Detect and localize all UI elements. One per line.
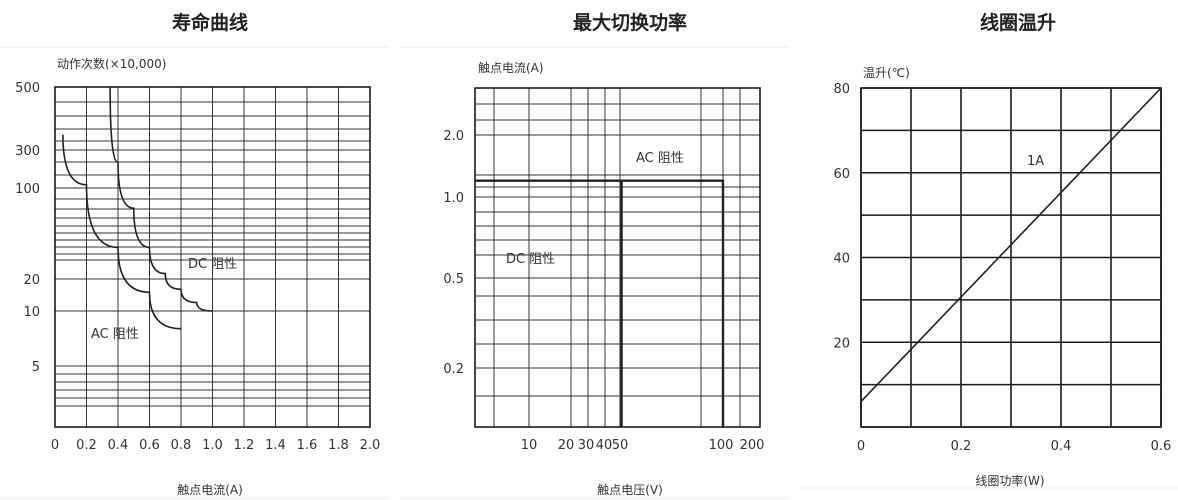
life-curve-chart: 0 0.2 0.4 0.6 0.8 1.0 1.2 1.4 1.6 1.8 2.0 500 300 100… [15, 56, 380, 497]
x-tick-label: 1.0 [202, 438, 223, 453]
y-tick-label: 0.2 [443, 362, 464, 377]
y-tick-label: 100 [15, 182, 40, 197]
max-switching-power-chart: 10 20 30 40 50 100 200 2.0 1.0 0.5 0.2 触点电流(A) 触点电压(… [443, 61, 764, 497]
x-tick-label: 10 [521, 438, 538, 453]
plot-frame [54, 86, 371, 428]
x-axis-label: 触点电压(V) [597, 483, 663, 497]
x-tick-label: 2.0 [360, 438, 381, 453]
chart2-title: 最大切换功率 [572, 12, 687, 34]
x-tick-label: 1.6 [297, 438, 318, 453]
y-axis-label: 温升(℃) [863, 66, 910, 80]
chart3-title: 线圈温升 [979, 12, 1056, 34]
plot-frame [860, 87, 1162, 428]
y-tick-label: 0.5 [443, 272, 464, 287]
x-tick-label: 200 [740, 438, 765, 453]
y-tick-label: 1.0 [443, 191, 464, 206]
x-tick-label: 100 [709, 438, 734, 453]
x-tick-label: 1.8 [328, 438, 349, 453]
x-tick-label: 1.2 [234, 438, 255, 453]
series-label-ac: AC 阻性 [91, 327, 139, 342]
y-axis-label: 触点电流(A) [478, 61, 544, 75]
x-tick-label: 0.6 [1151, 439, 1172, 454]
x-tick-label: 0.2 [951, 439, 972, 454]
y-tick-label: 10 [23, 305, 40, 320]
x-tick-label: 0.2 [76, 438, 97, 453]
y-tick-label: 60 [833, 167, 850, 182]
series-line-ac [62, 134, 182, 330]
series-line-1a [860, 87, 1162, 403]
x-tick-label: 30 [578, 438, 595, 453]
y-axis-label: 动作次数(×10,000) [57, 56, 166, 71]
series-label-ac: AC 阻性 [636, 151, 684, 166]
series-line-ac [475, 179, 725, 427]
y-tick-label: 80 [833, 82, 850, 97]
x-tick-label: 0.4 [1051, 439, 1072, 454]
series-label-1a: 1A [1027, 154, 1044, 169]
x-tick-label: 40 [596, 438, 613, 453]
y-tick-label: 2.0 [443, 129, 464, 144]
x-tick-label: 0 [51, 438, 59, 453]
x-tick-label: 50 [612, 438, 629, 453]
y-tick-label: 500 [15, 81, 40, 96]
y-tick-label: 300 [15, 144, 40, 159]
y-tick-label: 5 [32, 360, 40, 375]
x-axis-label: 线圈功率(W) [975, 473, 1044, 488]
plot-frame [474, 87, 761, 428]
x-tick-label: 20 [558, 438, 575, 453]
x-tick-label: 0.4 [108, 438, 129, 453]
series-label-dc: DC 阻性 [506, 252, 555, 267]
x-tick-label: 0 [857, 439, 865, 454]
x-tick-label: 0.6 [139, 438, 160, 453]
x-tick-label: 0.8 [171, 438, 192, 453]
coil-temp-rise-chart: 0 0.2 0.4 0.6 80 60 40 20 温升(℃) 线圈功率(W) 1A [833, 66, 1171, 488]
y-tick-label: 20 [833, 336, 850, 351]
x-tick-label: 1.4 [265, 438, 286, 453]
series-label-dc: DC 阻性 [188, 257, 237, 272]
y-tick-label: 40 [833, 252, 850, 267]
chart1-title: 寿命曲线 [171, 12, 248, 34]
series-line-dc [109, 86, 213, 312]
x-axis-label: 触点电流(A) [177, 483, 243, 497]
y-tick-label: 20 [23, 273, 40, 288]
